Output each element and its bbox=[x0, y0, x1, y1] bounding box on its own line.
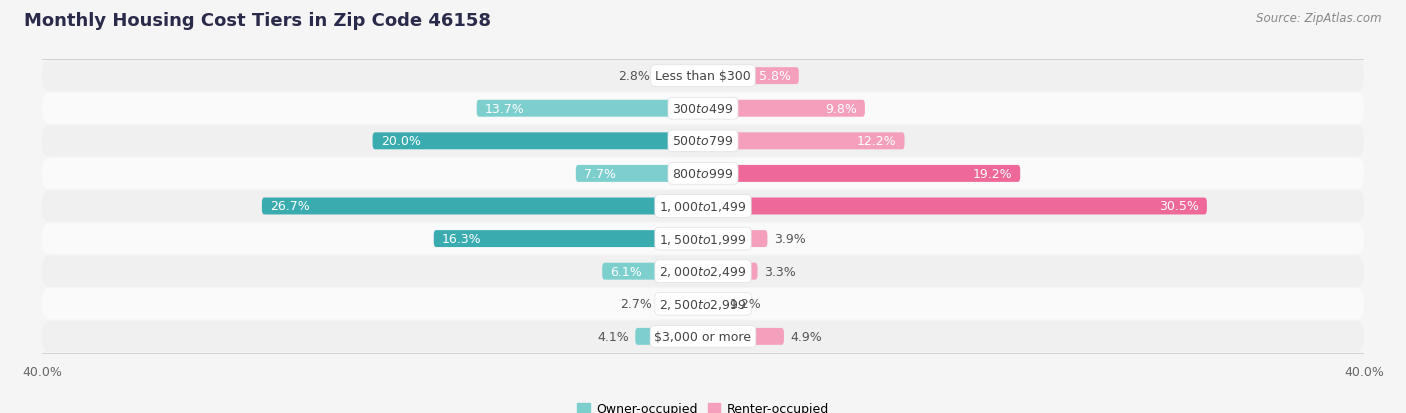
FancyBboxPatch shape bbox=[703, 296, 723, 313]
FancyBboxPatch shape bbox=[657, 68, 703, 85]
FancyBboxPatch shape bbox=[703, 263, 758, 280]
FancyBboxPatch shape bbox=[703, 328, 785, 345]
Text: 7.7%: 7.7% bbox=[583, 168, 616, 180]
Text: 4.9%: 4.9% bbox=[790, 330, 823, 343]
Text: 1.2%: 1.2% bbox=[730, 297, 761, 311]
FancyBboxPatch shape bbox=[42, 223, 1364, 255]
FancyBboxPatch shape bbox=[703, 100, 865, 117]
Text: 5.8%: 5.8% bbox=[759, 70, 790, 83]
Text: 12.2%: 12.2% bbox=[856, 135, 896, 148]
FancyBboxPatch shape bbox=[703, 198, 1206, 215]
FancyBboxPatch shape bbox=[42, 288, 1364, 320]
Text: $3,000 or more: $3,000 or more bbox=[655, 330, 751, 343]
Text: $300 to $499: $300 to $499 bbox=[672, 102, 734, 116]
Text: 26.7%: 26.7% bbox=[270, 200, 309, 213]
Text: 6.1%: 6.1% bbox=[610, 265, 643, 278]
FancyBboxPatch shape bbox=[42, 93, 1364, 125]
FancyBboxPatch shape bbox=[42, 256, 1364, 287]
Text: Source: ZipAtlas.com: Source: ZipAtlas.com bbox=[1257, 12, 1382, 25]
FancyBboxPatch shape bbox=[703, 133, 904, 150]
FancyBboxPatch shape bbox=[42, 191, 1364, 222]
Text: $2,000 to $2,499: $2,000 to $2,499 bbox=[659, 265, 747, 278]
Text: 30.5%: 30.5% bbox=[1159, 200, 1198, 213]
Text: 9.8%: 9.8% bbox=[825, 102, 856, 116]
FancyBboxPatch shape bbox=[636, 328, 703, 345]
FancyBboxPatch shape bbox=[433, 230, 703, 247]
Legend: Owner-occupied, Renter-occupied: Owner-occupied, Renter-occupied bbox=[572, 397, 834, 413]
Text: 4.1%: 4.1% bbox=[598, 330, 628, 343]
FancyBboxPatch shape bbox=[576, 166, 703, 183]
FancyBboxPatch shape bbox=[373, 133, 703, 150]
FancyBboxPatch shape bbox=[703, 230, 768, 247]
Text: 19.2%: 19.2% bbox=[973, 168, 1012, 180]
FancyBboxPatch shape bbox=[42, 321, 1364, 352]
Text: $1,000 to $1,499: $1,000 to $1,499 bbox=[659, 199, 747, 214]
Text: $1,500 to $1,999: $1,500 to $1,999 bbox=[659, 232, 747, 246]
Text: $800 to $999: $800 to $999 bbox=[672, 168, 734, 180]
FancyBboxPatch shape bbox=[703, 166, 1021, 183]
Text: Monthly Housing Cost Tiers in Zip Code 46158: Monthly Housing Cost Tiers in Zip Code 4… bbox=[24, 12, 491, 30]
FancyBboxPatch shape bbox=[262, 198, 703, 215]
Text: 13.7%: 13.7% bbox=[485, 102, 524, 116]
FancyBboxPatch shape bbox=[703, 68, 799, 85]
Text: 16.3%: 16.3% bbox=[441, 233, 482, 245]
Text: 3.3%: 3.3% bbox=[763, 265, 796, 278]
Text: 3.9%: 3.9% bbox=[775, 233, 806, 245]
Text: 2.7%: 2.7% bbox=[620, 297, 652, 311]
Text: 20.0%: 20.0% bbox=[381, 135, 420, 148]
Text: $500 to $799: $500 to $799 bbox=[672, 135, 734, 148]
Text: 2.8%: 2.8% bbox=[619, 70, 650, 83]
Text: $2,500 to $2,999: $2,500 to $2,999 bbox=[659, 297, 747, 311]
FancyBboxPatch shape bbox=[42, 158, 1364, 190]
FancyBboxPatch shape bbox=[42, 126, 1364, 157]
Text: Less than $300: Less than $300 bbox=[655, 70, 751, 83]
FancyBboxPatch shape bbox=[477, 100, 703, 117]
FancyBboxPatch shape bbox=[658, 296, 703, 313]
FancyBboxPatch shape bbox=[42, 61, 1364, 92]
FancyBboxPatch shape bbox=[602, 263, 703, 280]
